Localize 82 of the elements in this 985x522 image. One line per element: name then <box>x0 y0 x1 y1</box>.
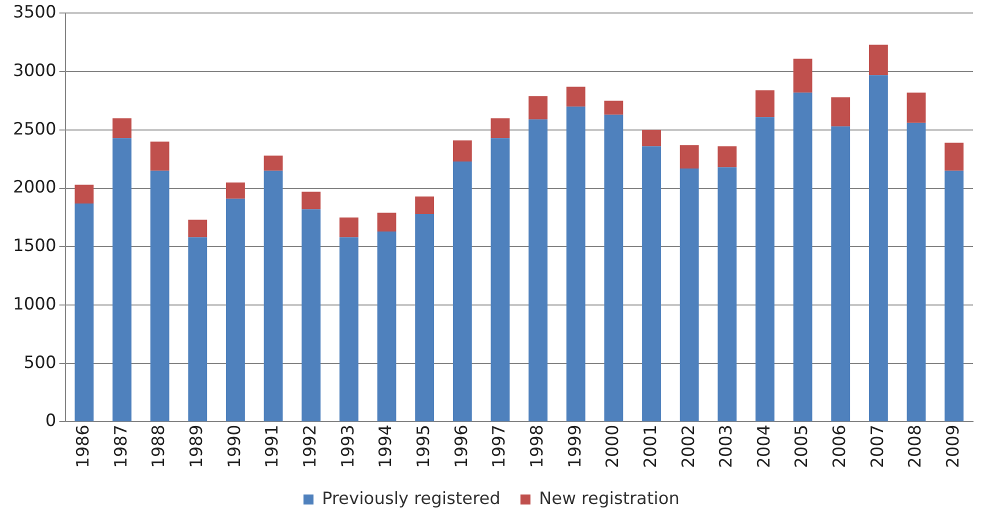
x-tick-label: 1995 <box>414 424 434 468</box>
bar <box>188 220 208 238</box>
bar <box>680 145 699 168</box>
bar <box>718 146 737 168</box>
bar <box>264 156 283 171</box>
bar <box>566 86 586 107</box>
bar <box>831 97 850 126</box>
bar <box>74 203 94 422</box>
bar <box>944 142 964 171</box>
bar <box>906 92 926 123</box>
bar <box>226 182 245 199</box>
bar <box>112 138 132 422</box>
x-tick-label: 2000 <box>603 424 624 468</box>
x-tick-label: 1991 <box>262 424 283 468</box>
x-tick-label: 2006 <box>830 424 850 468</box>
bar <box>452 140 472 162</box>
bar <box>642 130 661 146</box>
x-tick-label: 1998 <box>527 424 548 468</box>
bar <box>793 92 812 422</box>
x-tick-label: 2007 <box>868 424 888 468</box>
legend-label: Previously registered <box>322 488 500 509</box>
y-tick-label: 2000 <box>13 178 56 198</box>
bar <box>642 146 661 422</box>
x-tick-label: 1992 <box>300 424 321 468</box>
x-tick-label: 1989 <box>187 424 208 468</box>
bar <box>868 44 888 76</box>
x-tick-label: 1999 <box>565 424 586 468</box>
bar <box>528 119 548 422</box>
legend-label: New registration <box>538 488 680 509</box>
x-tick-label: 1996 <box>452 424 472 468</box>
bar <box>490 138 510 422</box>
bar <box>150 142 170 171</box>
bar <box>377 231 396 422</box>
bar <box>150 170 170 422</box>
bar <box>604 114 624 422</box>
bar <box>415 196 434 214</box>
bar <box>831 126 850 422</box>
bar <box>566 106 586 422</box>
bar <box>226 198 245 422</box>
x-tick-label: 2002 <box>678 424 699 468</box>
bar <box>490 118 510 138</box>
x-tick-label: 1990 <box>224 424 245 468</box>
bar <box>756 90 774 118</box>
bar <box>264 170 283 422</box>
x-tick-label: 2001 <box>640 424 661 468</box>
x-tick-label: 1987 <box>111 424 132 468</box>
y-tick-label: 3000 <box>13 60 56 81</box>
bar <box>112 118 132 138</box>
x-tick-label: 1994 <box>376 424 396 468</box>
bar <box>718 167 737 422</box>
bar <box>377 212 396 232</box>
x-tick-label: 2009 <box>944 424 964 468</box>
x-tick-label: 2004 <box>754 424 774 468</box>
y-tick-label: 1000 <box>13 294 56 314</box>
bar <box>339 237 358 422</box>
bar <box>868 75 888 422</box>
bar <box>188 237 208 422</box>
y-tick-label: 2500 <box>13 119 56 140</box>
x-tick-label: 1988 <box>149 424 170 468</box>
bar <box>680 168 699 422</box>
x-tick-label: 2003 <box>716 424 737 468</box>
bar <box>944 170 964 422</box>
bar <box>339 217 358 238</box>
bar <box>756 117 774 422</box>
bar <box>302 192 321 210</box>
bar <box>415 214 434 422</box>
bar <box>452 161 472 422</box>
x-tick-label: 1986 <box>74 424 94 468</box>
x-tick-label: 2008 <box>906 424 926 468</box>
bar <box>793 58 812 93</box>
x-tick-label: 1997 <box>490 424 510 468</box>
y-tick-label: 0 <box>45 411 56 432</box>
bar <box>74 184 94 204</box>
x-tick-label: 2005 <box>792 424 812 468</box>
bar <box>906 122 926 422</box>
x-tick-label: 1993 <box>338 424 358 468</box>
bar <box>528 96 548 120</box>
y-tick-label: 1500 <box>13 236 56 256</box>
y-tick-label: 3500 <box>13 2 56 23</box>
bar <box>302 209 321 422</box>
y-tick-label: 500 <box>24 352 56 373</box>
bar <box>604 100 624 115</box>
